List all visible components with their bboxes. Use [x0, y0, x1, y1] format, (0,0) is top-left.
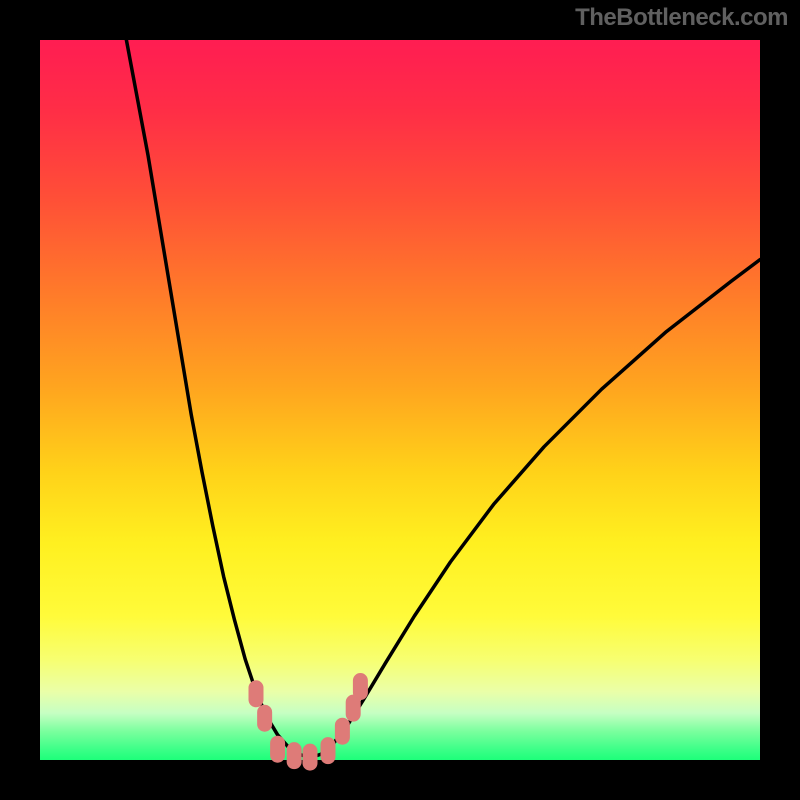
marker-5 — [321, 738, 335, 764]
marker-3 — [287, 743, 301, 769]
watermark-text: TheBottleneck.com — [575, 4, 788, 32]
chart-container: TheBottleneck.com — [0, 0, 800, 800]
marker-1 — [258, 705, 272, 731]
marker-0 — [249, 681, 263, 707]
marker-4 — [303, 744, 317, 770]
marker-8 — [353, 674, 367, 700]
bottleneck-chart — [0, 0, 800, 800]
marker-2 — [271, 736, 285, 762]
marker-6 — [335, 718, 349, 744]
